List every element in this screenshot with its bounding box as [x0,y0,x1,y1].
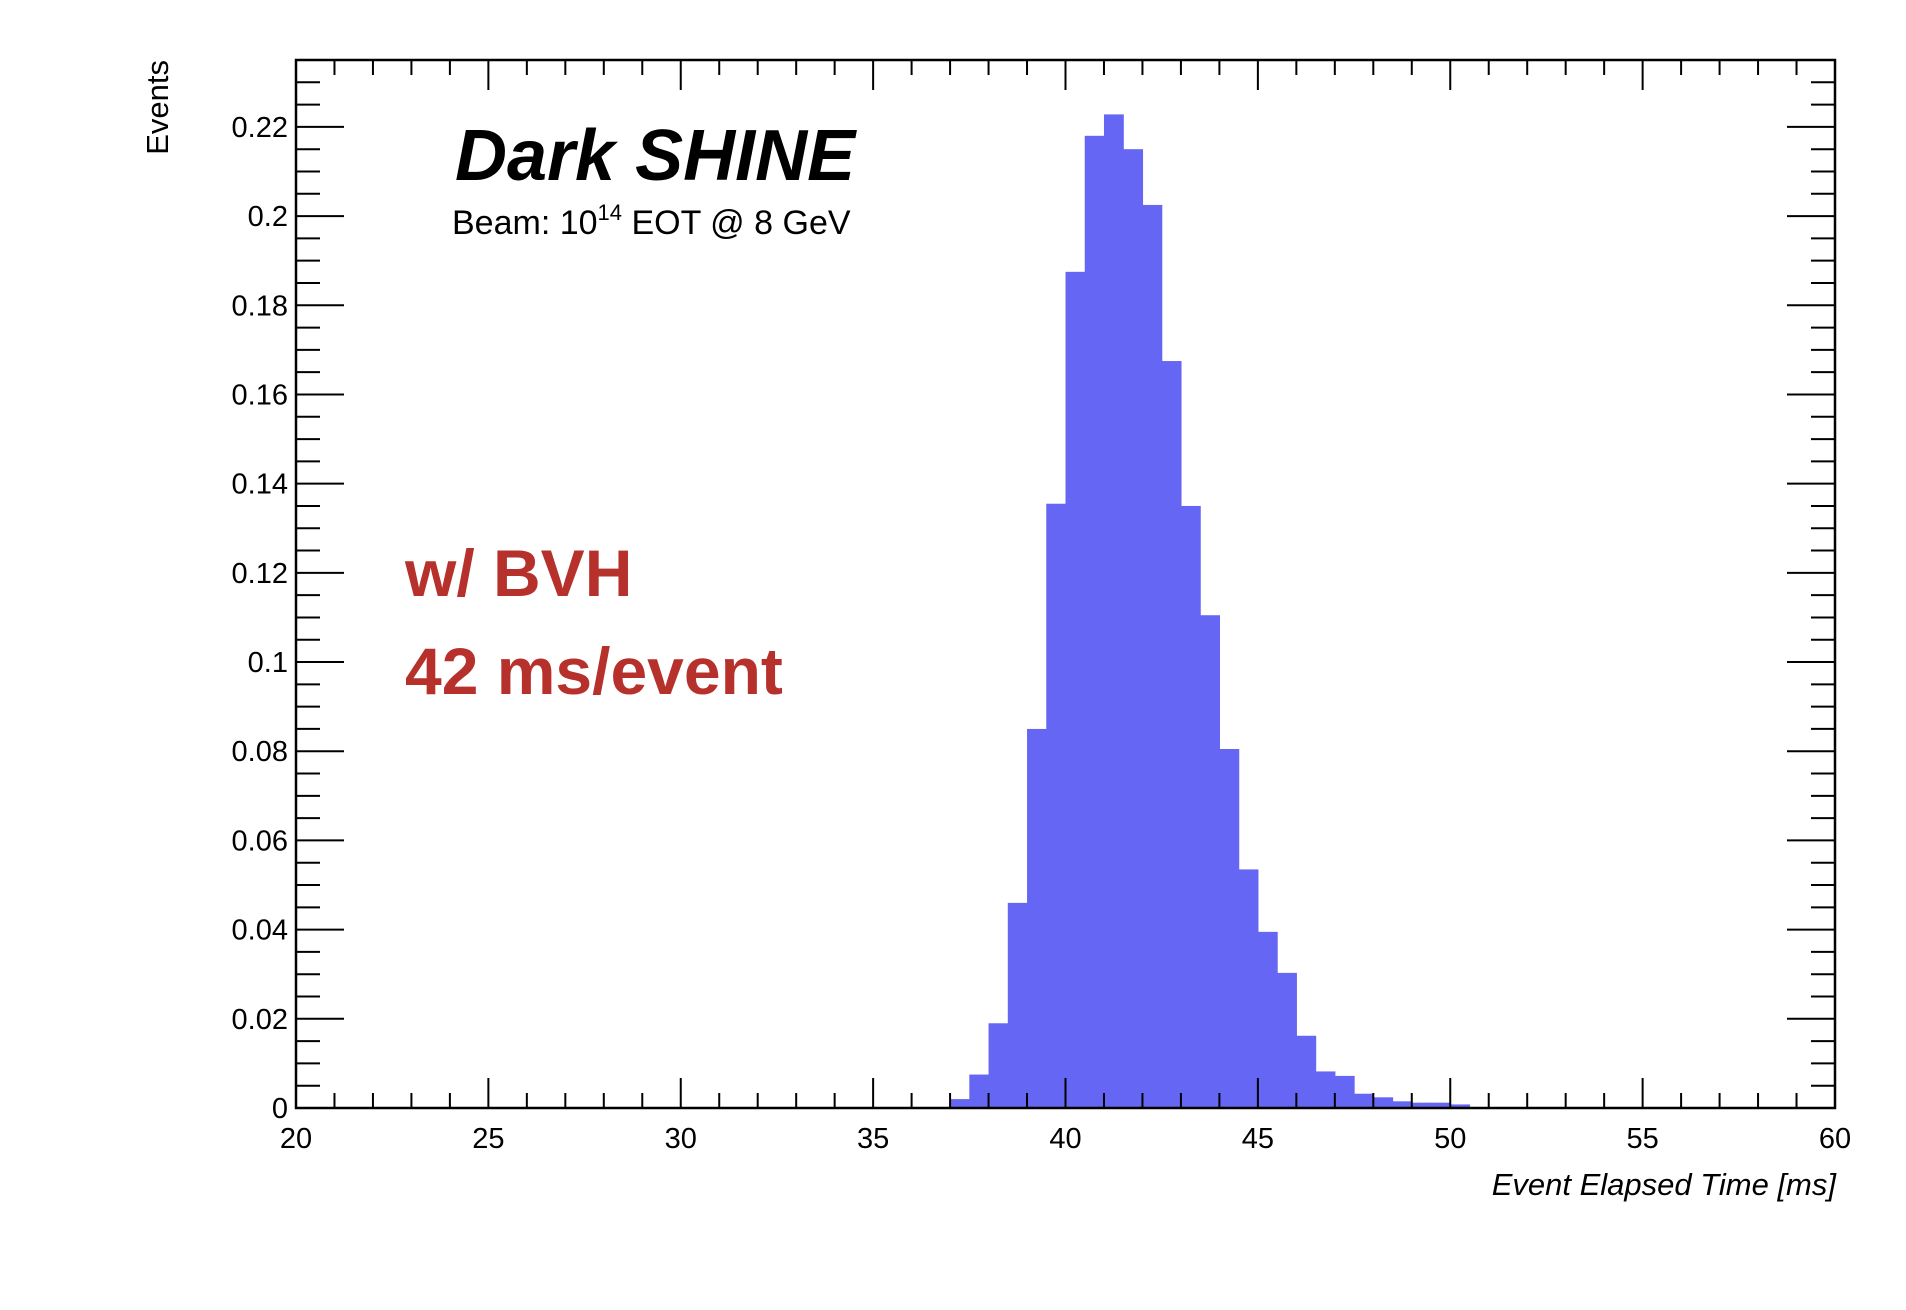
histogram-bar [1431,1102,1451,1108]
y-tick-label: 0 [272,1093,288,1125]
y-tick-label: 0.18 [232,290,288,322]
y-tick-label: 0.12 [232,558,288,590]
y-tick-label: 0.22 [232,112,288,144]
y-tick-label: 0.02 [232,1004,288,1036]
x-tick-label: 50 [1434,1123,1466,1155]
x-tick-label: 30 [665,1123,697,1155]
plot-frame [294,58,1837,1110]
histogram-bar [950,1099,970,1108]
x-tick-label: 40 [1049,1123,1081,1155]
beam-prefix: Beam: 10 [452,204,598,242]
beam-exponent: 14 [598,200,622,225]
histogram-bar [1123,149,1144,1109]
histogram-bar [1046,503,1067,1108]
histogram-bar [1238,869,1259,1108]
histogram-bar [1450,1104,1471,1108]
beam-label: Beam: 1014 EOT @ 8 GeV [452,200,851,242]
beam-suffix: EOT @ 8 GeV [622,204,851,242]
histogram-bar [1411,1102,1432,1108]
x-tick-label: 25 [472,1123,504,1155]
histogram-bar [1084,135,1105,1109]
histogram-bar [1200,615,1220,1108]
histogram-bar [1296,1035,1317,1108]
brand-title: Dark SHINE [455,116,857,196]
histogram-bars [950,114,1471,1109]
x-tick-label: 45 [1242,1123,1274,1155]
x-tick-label: 20 [280,1123,312,1155]
histogram-bar [1315,1071,1336,1108]
y-tick-label: 0.14 [232,469,288,501]
y-axis-title: Events [140,60,175,155]
y-tick-label: 0.2 [248,201,288,233]
y-tick-label: 0.04 [232,915,288,947]
bvh-label: w/ BVH [404,536,632,610]
histogram-bar [1354,1093,1374,1108]
histogram-bar [1142,204,1163,1109]
histogram-bar [969,1074,990,1108]
histogram-bar [1027,728,1047,1108]
x-axis-title: Event Elapsed Time [ms] [1492,1167,1838,1202]
y-tick-label: 0.08 [232,736,288,768]
histogram-bar [1392,1101,1413,1108]
histogram-bar [1007,902,1028,1108]
x-tick-label: 55 [1626,1123,1658,1155]
histogram-bar [1277,972,1297,1108]
histogram-bar [1334,1075,1355,1108]
histogram-bar [1180,505,1201,1108]
histogram-bar [1219,749,1240,1108]
histogram-bar [1065,271,1086,1108]
histogram-bar [1257,931,1278,1108]
y-tick-label: 0.16 [232,379,288,411]
y-tick-labels: 0 0.02 0.04 0.06 0.08 0.1 0.12 0.14 0.16 0.18 0.2 0… [232,112,288,1125]
histogram-bar [1373,1097,1394,1108]
x-tick-label: 60 [1819,1123,1851,1155]
timing-label: 42 ms/event [405,634,783,708]
y-tick-label: 0.1 [248,647,288,679]
y-tick-label: 0.06 [232,825,288,857]
x-tick-label: 35 [857,1123,889,1155]
x-tick-labels: 20 25 30 35 40 45 50 55 60 [280,1123,1851,1155]
histogram-bar [1103,114,1124,1109]
histogram-bar [988,1023,1009,1108]
histogram-bar [1161,361,1182,1109]
